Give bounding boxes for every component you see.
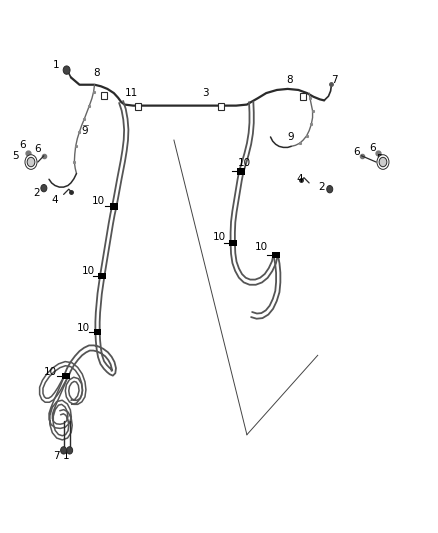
Bar (99, 273, 106, 279)
Text: 7: 7 (53, 450, 60, 461)
Bar (135, 103, 141, 110)
Text: 10: 10 (254, 241, 268, 252)
Bar (237, 168, 245, 175)
Text: 8: 8 (286, 75, 293, 85)
Circle shape (67, 447, 73, 454)
Text: 10: 10 (44, 367, 57, 377)
Text: 1: 1 (64, 450, 70, 461)
Bar (101, 92, 107, 99)
Text: 2: 2 (318, 182, 325, 192)
Circle shape (41, 184, 47, 192)
Circle shape (60, 447, 67, 454)
Text: 10: 10 (238, 158, 251, 168)
Bar (218, 103, 224, 110)
Text: 5: 5 (12, 151, 18, 161)
Text: 10: 10 (81, 265, 95, 276)
Bar (300, 93, 306, 100)
Bar (110, 203, 118, 209)
Text: 11: 11 (124, 88, 138, 98)
Text: 6: 6 (369, 143, 376, 154)
Text: 10: 10 (77, 323, 90, 333)
Text: 3: 3 (202, 88, 208, 98)
Circle shape (327, 185, 333, 193)
Bar (229, 240, 237, 246)
Bar (94, 329, 101, 335)
Text: 10: 10 (212, 232, 226, 243)
Text: 4: 4 (52, 195, 58, 205)
Bar (62, 373, 70, 379)
Circle shape (377, 155, 389, 169)
Circle shape (25, 155, 37, 169)
Text: 7: 7 (331, 75, 337, 85)
Text: 2: 2 (33, 188, 40, 198)
Text: 6: 6 (353, 147, 360, 157)
Text: 10: 10 (92, 196, 105, 206)
Bar (272, 252, 279, 258)
Text: 4: 4 (297, 174, 303, 184)
Text: 6: 6 (35, 144, 41, 154)
Text: 9: 9 (288, 132, 294, 142)
Text: 5: 5 (377, 154, 383, 164)
Text: 9: 9 (82, 126, 88, 136)
Text: 6: 6 (19, 140, 26, 150)
Text: 8: 8 (93, 68, 100, 78)
Circle shape (63, 66, 70, 74)
Circle shape (379, 157, 387, 167)
Circle shape (27, 157, 35, 167)
Text: 1: 1 (53, 60, 59, 70)
